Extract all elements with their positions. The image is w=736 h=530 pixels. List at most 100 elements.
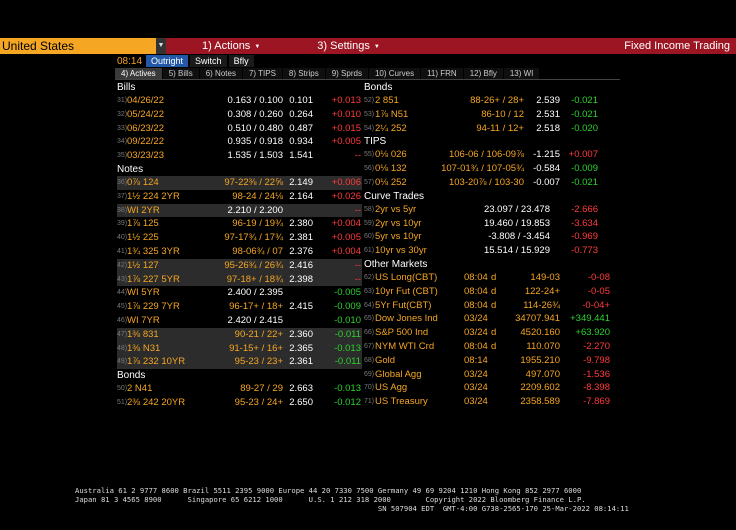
bond-row[interactable]: 52) 2 851 88-26+ / 28+ 2.539 -0.021 bbox=[364, 94, 622, 108]
bid-ask-price: 2.420 / 2.415 bbox=[227, 314, 283, 326]
curve-row[interactable]: 58) 2yr vs 5yr 23.097 / 23.478 -2.666 bbox=[364, 203, 622, 217]
market-row[interactable]: 65) Dow Jones Ind 03/24 34707.941 +349.441 bbox=[364, 312, 622, 326]
note-row[interactable]: 44) WI 5YR 2.400 / 2.395 -0.005 bbox=[117, 286, 362, 300]
note-row[interactable]: 45) 1⅞ 229 7YR 96-17+ / 18+ 2.415 -0.009 bbox=[117, 300, 362, 314]
change-value: -1.536 bbox=[583, 368, 610, 380]
note-row[interactable]: 41) 1¾ 325 3YR 98-06¾ / 07 2.376 +0.004 bbox=[117, 245, 362, 259]
tips-row[interactable]: 55) 0⅛ 026 106-06 / 106-09⅞ -1.215 +0.007 bbox=[364, 148, 622, 162]
security-name: 1⅞ 229 7YR bbox=[127, 301, 180, 313]
bid-ask-price: 0.163 / 0.100 bbox=[227, 95, 283, 106]
note-row[interactable]: 47) 1⅜ 831 90-21 / 22+ 2.360 -0.011 bbox=[117, 327, 362, 342]
bid-ask-price: 2.400 / 2.395 bbox=[227, 287, 283, 299]
change-value: -8.398 bbox=[583, 382, 610, 394]
market-time: 08:04 bbox=[464, 285, 488, 297]
yield-value: 0.487 bbox=[289, 122, 313, 134]
change-value: -- bbox=[354, 150, 361, 162]
tab-wi[interactable]: 13) WI bbox=[503, 68, 540, 79]
change-value: -0.021 bbox=[571, 176, 598, 188]
tab-strips[interactable]: 8) Strips bbox=[282, 68, 325, 79]
tab-tips[interactable]: 7) TIPS bbox=[242, 68, 282, 79]
bill-row[interactable]: 31) 04/26/22 0.163 / 0.100 0.101 +0.013 bbox=[117, 94, 362, 108]
curve-row[interactable]: 60) 5yr vs 10yr -3.808 / -3.454 -0.969 bbox=[364, 230, 622, 244]
bfly-button[interactable]: Bfly bbox=[228, 55, 254, 67]
row-number: 39) bbox=[117, 220, 128, 228]
change-value: -0.013 bbox=[334, 383, 361, 395]
note-row[interactable]: 40) 1½ 225 97-17¾ / 17¾ 2.381 +0.005 bbox=[117, 231, 362, 245]
left-panel: Bills 31) 04/26/22 0.163 / 0.100 0.101 +0.013… bbox=[117, 81, 362, 410]
footer-line-3: SN 507904 EDT GMT-4:00 G738-2565-170 25-… bbox=[75, 504, 629, 513]
market-row[interactable]: 66) S&P 500 Ind 03/24 d 4520.160 +63.920 bbox=[364, 326, 622, 340]
tips-row[interactable]: 56) 0⅛ 132 107-01¾ / 107-05¾ -0.584 -0.009 bbox=[364, 162, 622, 176]
yield-value: 2.398 bbox=[289, 273, 313, 285]
country-select[interactable]: United States ▼ bbox=[0, 38, 166, 54]
bill-row[interactable]: 32) 05/24/22 0.308 / 0.260 0.264 +0.010 bbox=[117, 108, 362, 122]
yield-value: -0.584 bbox=[533, 163, 560, 175]
settings-menu[interactable]: 3) Settings ▼ bbox=[311, 38, 386, 55]
note-row[interactable]: 49) 1⅞ 232 10YR 95-23 / 23+ 2.361 -0.011 bbox=[117, 355, 362, 370]
tab-actives[interactable]: 4) Actives bbox=[115, 68, 162, 79]
row-number: 65) bbox=[364, 315, 375, 323]
market-row[interactable]: 67) NYM WTI Crd 08:04 d 110.070 -2.270 bbox=[364, 340, 622, 354]
market-row[interactable]: 71) US Treasury 03/24 2358.589 -7.869 bbox=[364, 395, 622, 409]
tab-frn[interactable]: 11) FRN bbox=[421, 68, 463, 79]
bid-ask-price: 23.097 / 23.478 bbox=[483, 203, 550, 215]
note-row[interactable]: 46) WI 7YR 2.420 / 2.415 -0.010 bbox=[117, 314, 362, 328]
security-name: 1⅜ 831 bbox=[127, 328, 159, 340]
bond-row[interactable]: 53) 1⅞ N51 86-10 / 12 2.531 -0.021 bbox=[364, 108, 622, 122]
note-row[interactable]: 39) 1⅞ 125 96-19 / 19¾ 2.380 +0.004 bbox=[117, 217, 362, 231]
bond-row[interactable]: 50) 2 N41 89-27 / 29 2.663 -0.013 bbox=[117, 382, 362, 396]
bill-row[interactable]: 34) 09/22/22 0.935 / 0.918 0.934 +0.005 bbox=[117, 135, 362, 149]
curve-row[interactable]: 61) 10yr vs 30yr 15.514 / 15.929 -0.773 bbox=[364, 244, 622, 258]
bond-row[interactable]: 54) 2¼ 252 94-11 / 12+ 2.518 -0.020 bbox=[364, 122, 622, 136]
tips-row[interactable]: 57) 0⅛ 252 103-20⅞ / 103-30 -0.007 -0.021 bbox=[364, 176, 622, 190]
row-number: 43) bbox=[117, 275, 128, 283]
market-name: Dow Jones Ind bbox=[375, 313, 438, 325]
row-number: 60) bbox=[364, 233, 375, 241]
tab-bills[interactable]: 5) Bills bbox=[162, 68, 199, 79]
security-name: 1⅞ N51 bbox=[375, 108, 409, 120]
tab-sprds[interactable]: 9) Sprds bbox=[325, 68, 368, 79]
note-row[interactable]: 48) 1⅜ N31 91-15+ / 16+ 2.365 -0.013 bbox=[117, 341, 362, 356]
note-row[interactable]: 43) 1⅞ 227 5YR 97-18+ / 18¾ 2.398 -- bbox=[117, 272, 362, 287]
market-price: 34707.941 bbox=[515, 313, 560, 325]
tab-bfly[interactable]: 12) Bfly bbox=[463, 68, 503, 79]
security-name: 1½ 224 2YR bbox=[127, 190, 180, 202]
note-row[interactable]: 38) WI 2YR 2.210 / 2.200 -- bbox=[117, 203, 362, 218]
row-number: 44) bbox=[117, 289, 128, 297]
row-number: 45) bbox=[117, 303, 128, 311]
change-value: -0.013 bbox=[334, 342, 361, 354]
market-row[interactable]: 64) 5Yr Fut(CBT) 08:04 d 114-26¾ -0-04+ bbox=[364, 299, 622, 313]
outright-button[interactable]: Outright bbox=[146, 55, 189, 67]
note-row[interactable]: 42) 1½ 127 95-26¾ / 26¾ 2.416 -- bbox=[117, 258, 362, 273]
market-price: 114-26¾ bbox=[523, 299, 560, 311]
chevron-down-icon[interactable]: ▼ bbox=[156, 38, 166, 54]
row-number: 59) bbox=[364, 219, 375, 227]
curve-row[interactable]: 59) 2yr vs 10yr 19.460 / 19.853 -3.634 bbox=[364, 217, 622, 231]
bill-row[interactable]: 35) 03/23/23 1.535 / 1.503 1.541 -- bbox=[117, 149, 362, 163]
bid-ask-price: 97-17¾ / 17¾ bbox=[224, 232, 283, 244]
market-flag: d bbox=[491, 285, 497, 297]
market-price: 497.070 bbox=[525, 368, 560, 380]
tab-notes[interactable]: 6) Notes bbox=[199, 68, 242, 79]
yield-value: 2.361 bbox=[289, 356, 313, 368]
bid-ask-price: 96-17+ / 18+ bbox=[229, 301, 283, 313]
note-row[interactable]: 37) 1½ 224 2YR 98-24 / 24⅛ 2.164 +0.026 bbox=[117, 190, 362, 204]
market-row[interactable]: 62) US Long(CBT) 08:04 d 149-03 -0-08 bbox=[364, 271, 622, 285]
market-row[interactable]: 68) Gold 08:14 1955.210 -9.798 bbox=[364, 354, 622, 368]
bill-row[interactable]: 33) 06/23/22 0.510 / 0.480 0.487 +0.015 bbox=[117, 122, 362, 136]
settings-menu-num: 3) bbox=[317, 39, 328, 52]
switch-button[interactable]: Switch bbox=[190, 55, 227, 67]
yield-value: 2.380 bbox=[289, 218, 313, 230]
market-row[interactable]: 69) Global Agg 03/24 497.070 -1.536 bbox=[364, 368, 622, 382]
row-number: 38) bbox=[117, 206, 128, 214]
change-value: -- bbox=[354, 273, 361, 285]
actions-menu[interactable]: 1) Actions ▼ bbox=[196, 38, 266, 55]
tab-curves[interactable]: 10) Curves bbox=[368, 68, 421, 79]
market-name: Global Agg bbox=[375, 368, 422, 380]
note-row[interactable]: 36) 0⅞ 124 97-22⅜ / 22⅝ 2.149 +0.006 bbox=[117, 175, 362, 190]
market-row[interactable]: 70) US Agg 03/24 2209.602 -8.398 bbox=[364, 381, 622, 395]
market-row[interactable]: 63) 10yr Fut (CBT) 08:04 d 122-24+ -0-05 bbox=[364, 285, 622, 299]
yield-value: -1.215 bbox=[533, 149, 560, 161]
bond-row[interactable]: 51) 2⅜ 242 20YR 95-23 / 24+ 2.650 -0.012 bbox=[117, 396, 362, 410]
market-time: 03/24 bbox=[464, 327, 488, 339]
